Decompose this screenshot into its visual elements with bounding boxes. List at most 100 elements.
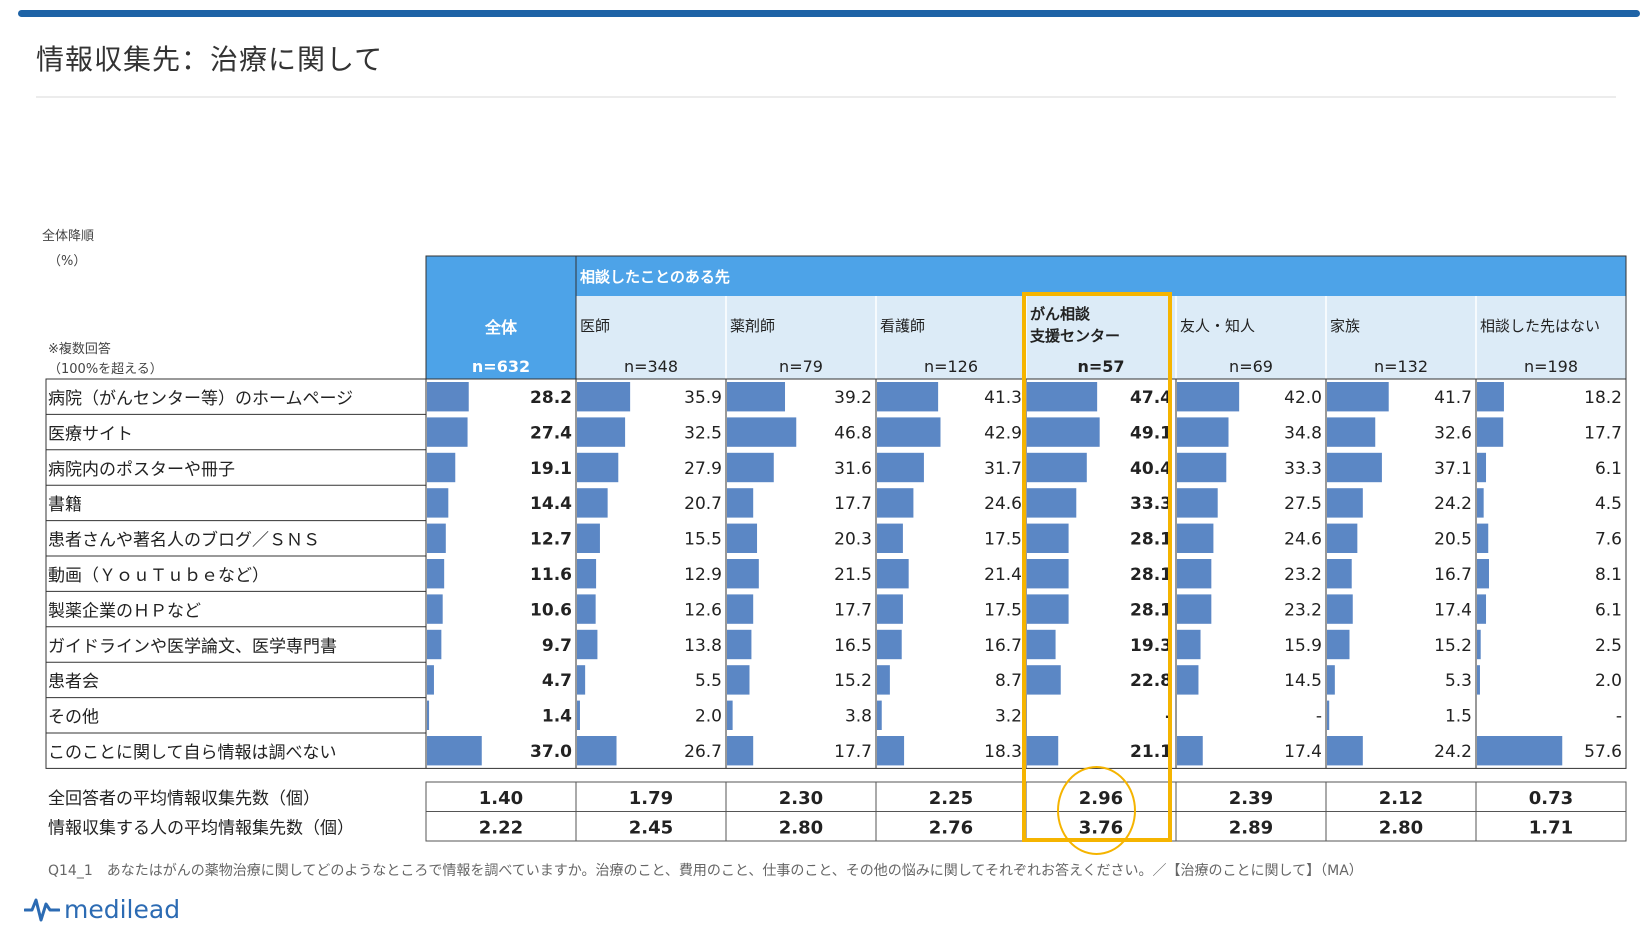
- data-label: 24.6: [984, 494, 1022, 514]
- bar: [577, 523, 600, 553]
- bar: [1327, 452, 1382, 483]
- sort-order-label: 全体降順: [42, 229, 95, 244]
- data-label: 6.1: [1595, 459, 1622, 479]
- data-label: 10.6: [530, 600, 572, 620]
- data-label: 37.0: [530, 742, 572, 762]
- data-label: 16.7: [984, 636, 1022, 656]
- bar: [877, 559, 909, 589]
- data-label: 16.5: [834, 636, 872, 656]
- row-label: このことに関して自ら情報は調べない: [48, 743, 337, 763]
- bar: [427, 523, 446, 553]
- column-header-n: n=348: [624, 357, 678, 376]
- bar: [727, 665, 750, 695]
- bar: [1477, 629, 1481, 660]
- data-label: 33.3: [1284, 459, 1322, 479]
- summary-value: 2.22: [479, 818, 523, 839]
- bar: [727, 488, 754, 518]
- data-label: 20.5: [1434, 530, 1472, 550]
- bar: [877, 452, 924, 483]
- data-label: 17.4: [1284, 742, 1322, 762]
- bar: [727, 452, 774, 483]
- data-label: 15.2: [1434, 636, 1472, 656]
- summary-value: 2.39: [1229, 788, 1273, 809]
- bar: [727, 736, 754, 766]
- data-label: 39.2: [834, 388, 872, 408]
- bar: [427, 452, 456, 483]
- bar: [427, 700, 430, 730]
- data-label: 14.5: [1284, 671, 1322, 691]
- data-label: 19.1: [530, 459, 572, 479]
- row-label: 医療サイト: [48, 424, 133, 444]
- column-header-n: n=57: [1077, 357, 1124, 376]
- column-header-name: がん相談: [1030, 305, 1091, 323]
- bar: [1027, 736, 1059, 766]
- data-label: 15.2: [834, 671, 872, 691]
- bar: [1177, 559, 1212, 589]
- data-label: 28.1: [1130, 530, 1172, 550]
- data-label: 11.6: [530, 565, 572, 585]
- data-label: 5.3: [1445, 671, 1472, 691]
- data-label: -: [1316, 707, 1322, 727]
- bar: [1327, 629, 1350, 660]
- summary-label: 全回答者の平均情報収集先数（個）: [48, 789, 320, 809]
- data-label: 17.5: [984, 600, 1022, 620]
- bar: [1327, 417, 1376, 447]
- data-label: 40.4: [1130, 459, 1172, 479]
- column-header-name: 薬剤師: [730, 317, 775, 335]
- bar: [727, 523, 758, 553]
- data-label: 2.5: [1595, 636, 1622, 656]
- bar: [1027, 382, 1098, 412]
- data-label: 13.8: [684, 636, 722, 656]
- data-label: 28.1: [1130, 600, 1172, 620]
- data-label: 1.5: [1445, 707, 1472, 727]
- row-label: 動画（ＹｏｕＴｕｂｅなど）: [48, 566, 269, 586]
- data-label: 5.5: [695, 671, 722, 691]
- unit-label: （%）: [48, 254, 87, 269]
- data-label: 12.9: [684, 565, 722, 585]
- column-header-n: n=69: [1229, 357, 1273, 376]
- bar: [1027, 417, 1100, 447]
- data-label: 2.0: [1595, 671, 1622, 691]
- bar: [1027, 523, 1069, 553]
- column-header-name: 相談した先はない: [1480, 317, 1600, 335]
- data-label: 2.0: [695, 707, 722, 727]
- data-label: 17.7: [834, 494, 872, 514]
- bar: [1327, 559, 1352, 589]
- summary-value: 0.73: [1529, 788, 1573, 809]
- row-label: 患者さんや著名人のブログ／ＳＮＳ: [48, 530, 320, 551]
- bar: [1027, 665, 1061, 695]
- row-label: ガイドラインや医学論文、医学専門書: [48, 637, 337, 657]
- bar: [577, 594, 596, 624]
- data-label: 9.7: [542, 636, 572, 656]
- data-label: 27.5: [1284, 494, 1322, 514]
- bar: [1177, 452, 1227, 483]
- summary-value: 1.40: [479, 788, 523, 809]
- bar: [1477, 488, 1484, 518]
- bar: [877, 594, 903, 624]
- data-label: 18.2: [1584, 388, 1622, 408]
- bar: [1177, 488, 1218, 518]
- data-label: 32.5: [684, 423, 722, 443]
- bar: [1027, 629, 1056, 660]
- summary-value: 2.96: [1079, 788, 1123, 809]
- data-label: 21.5: [834, 565, 872, 585]
- page-title: 情報収集先：治療に関して: [36, 43, 384, 76]
- column-header-name: 支援センター: [1029, 327, 1120, 345]
- bar: [1477, 452, 1487, 483]
- bar: [1027, 452, 1087, 483]
- bar: [1177, 417, 1229, 447]
- data-label: -: [1616, 707, 1622, 727]
- bar: [1327, 665, 1335, 695]
- bar: [877, 736, 905, 766]
- column-header-n: n=132: [1374, 357, 1428, 376]
- bar: [1327, 700, 1330, 730]
- data-label: 18.3: [984, 742, 1022, 762]
- bar: [577, 629, 598, 660]
- medilead-logo: medilead: [24, 893, 180, 925]
- summary-value: 2.80: [1379, 818, 1423, 839]
- title-divider: [36, 96, 1616, 98]
- bar: [427, 629, 442, 660]
- bar: [1477, 665, 1480, 695]
- bar: [427, 665, 434, 695]
- bar: [1177, 382, 1240, 412]
